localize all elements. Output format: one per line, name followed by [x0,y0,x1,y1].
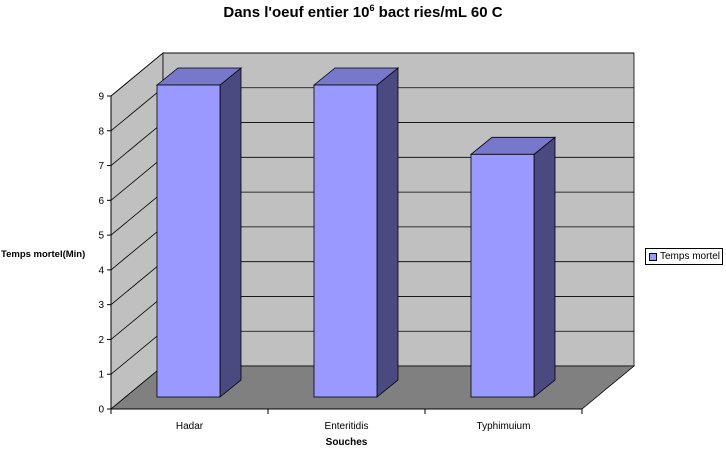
chart-title-rest: bact ries/mL 60 C [374,4,503,21]
chart-title: Dans l'oeuf entier 106 bact ries/mL 60 C [0,3,726,21]
y-tick-label: 9 [98,92,104,103]
y-tick-label: 4 [98,265,104,276]
y-tick-label: 1 [98,370,104,381]
chart-title-main: Dans l'oeuf entier 10 [223,4,370,21]
y-tick-label: 5 [98,231,104,242]
gridline-side [110,226,164,271]
gridline-side [110,330,164,375]
y-tick-label: 8 [98,126,104,137]
x-tick-label: Hadar [176,421,204,432]
x-tick-label: Typhimuium [477,421,531,432]
gridline-side [110,52,164,97]
bar [313,84,378,398]
side-wall [110,52,164,410]
x-axis-title: Souches [326,437,368,448]
bar [470,153,535,398]
gridline-side [110,157,164,201]
y-axis-title: Temps mortel(Min) [1,249,85,260]
gridline-side [110,296,164,340]
y-tick-label: 6 [98,196,104,207]
y-tick-label: 0 [98,405,104,416]
x-tick-label: Enteritidis [325,421,369,432]
gridline-side [110,191,164,236]
bar [156,84,221,398]
gridline-side [110,87,164,132]
chart-title-exponent: 6 [369,3,375,13]
y-tick-label: 7 [98,161,104,172]
gridline-side [110,261,164,305]
bar-side [376,67,399,398]
legend-label: Temps mortel [660,251,721,262]
legend: Temps mortel [645,248,723,265]
bar-side [533,136,556,398]
gridline-side [110,122,164,166]
y-tick-label: 3 [98,300,104,311]
y-tick-label: 2 [98,335,104,346]
bar-side [219,67,242,398]
legend-swatch [649,252,657,261]
